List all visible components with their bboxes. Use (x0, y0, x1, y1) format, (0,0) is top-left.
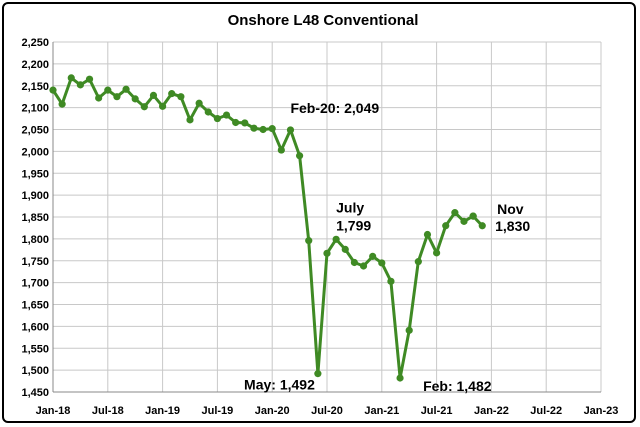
annotation-label: July (336, 199, 364, 215)
data-point (49, 86, 57, 94)
data-point (323, 249, 331, 257)
y-tick-label: 1,650 (21, 300, 49, 312)
annotation-label: Feb: 1,482 (423, 378, 492, 394)
annotation-label: 1,830 (495, 218, 530, 234)
annotation-label: 1,799 (336, 217, 371, 233)
x-tick-label: Jul-22 (530, 405, 562, 417)
y-tick-label: 1,600 (21, 321, 49, 333)
y-tick-label: 1,800 (21, 234, 49, 246)
data-point (250, 124, 258, 132)
data-point (332, 235, 340, 243)
y-tick-label: 1,500 (21, 365, 49, 377)
series (49, 74, 486, 382)
data-point (433, 249, 441, 257)
y-tick-label: 2,200 (21, 59, 49, 71)
data-point (341, 245, 349, 253)
data-point (369, 252, 377, 260)
data-point (122, 85, 130, 93)
x-tick-label: Jan-21 (364, 405, 399, 417)
x-tick-label: Jan-22 (474, 405, 509, 417)
data-point (286, 126, 295, 134)
x-tick-label: Jul-20 (311, 405, 343, 417)
data-point (387, 277, 395, 285)
data-point (204, 108, 212, 116)
x-tick-label: Jul-21 (421, 405, 453, 417)
data-point (149, 91, 158, 99)
data-point (58, 100, 66, 108)
data-point (378, 259, 386, 267)
y-tick-label: 1,950 (21, 168, 49, 180)
data-point (396, 374, 404, 382)
y-tick-label: 2,150 (21, 81, 49, 93)
x-tick-label: Jul-18 (92, 405, 124, 417)
data-point (113, 93, 121, 101)
data-point (195, 99, 203, 107)
chart-title: Onshore L48 Conventional (228, 12, 419, 29)
data-point (405, 326, 413, 334)
data-point (277, 146, 285, 154)
annotation-label: May: 1,492 (244, 377, 315, 393)
x-tick-label: Jan-18 (36, 405, 71, 417)
data-point (85, 75, 94, 83)
x-tick-label: Jan-20 (255, 405, 290, 417)
data-point (460, 217, 468, 225)
data-point (359, 262, 368, 270)
data-point (168, 90, 176, 98)
y-tick-label: 1,900 (21, 190, 49, 202)
data-point (314, 370, 322, 378)
x-tick-label: Jan-23 (584, 405, 619, 417)
data-point (423, 230, 432, 239)
data-point (478, 222, 486, 230)
data-point (241, 119, 249, 127)
data-point (159, 102, 167, 110)
data-point (67, 74, 75, 82)
axes: 1,450 1,500 1,550 1,600 1,650 1,700 1,750 1,800… (21, 37, 618, 417)
data-point (95, 94, 103, 102)
data-point (222, 111, 231, 119)
x-tick-label: Jul-19 (202, 405, 234, 417)
y-tick-label: 2,250 (21, 37, 49, 49)
data-point (305, 237, 313, 245)
data-point (414, 258, 422, 266)
data-point (104, 86, 112, 94)
data-point (232, 118, 240, 127)
annotation-label: Nov (497, 201, 524, 217)
y-tick-label: 2,100 (21, 103, 49, 115)
y-tick-label: 1,700 (21, 278, 49, 290)
data-point (259, 125, 267, 134)
y-tick-label: 1,550 (21, 343, 49, 355)
data-point (268, 125, 276, 133)
annotation-label: Feb-20: 2,049 (290, 100, 379, 116)
y-tick-label: 1,750 (21, 256, 49, 268)
y-tick-label: 1,450 (21, 387, 49, 399)
data-point (186, 116, 194, 124)
data-point (296, 152, 304, 160)
data-point (76, 81, 84, 89)
y-tick-label: 1,850 (21, 212, 49, 224)
y-tick-label: 2,050 (21, 125, 49, 137)
data-point (140, 103, 148, 111)
y-tick-label: 2,000 (21, 146, 49, 158)
data-point (469, 212, 477, 220)
data-point (131, 95, 139, 103)
data-point (442, 222, 450, 230)
data-point (213, 114, 221, 123)
x-tick-label: Jan-19 (145, 405, 180, 417)
data-point (451, 209, 459, 217)
data-point (177, 93, 185, 101)
data-point (350, 258, 358, 267)
